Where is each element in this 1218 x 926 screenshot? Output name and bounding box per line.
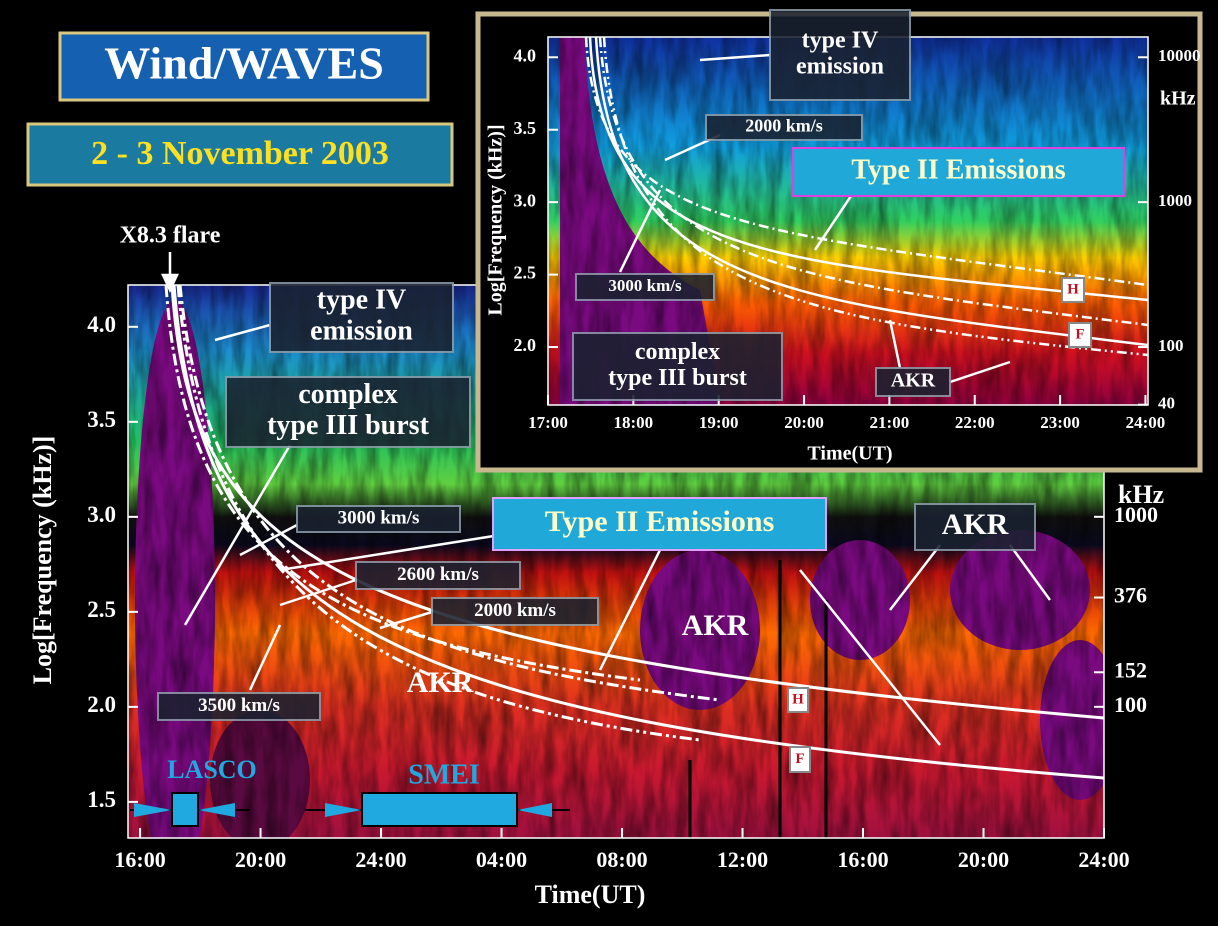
x-tick-label: 17:00: [528, 413, 568, 432]
x-tick-label: 23:00: [1040, 413, 1080, 432]
y-tick-label: 2.5: [514, 263, 537, 283]
x-tick-label: 24:00: [1126, 413, 1166, 432]
annotation: H: [792, 691, 804, 707]
y2-tick-label: 100: [1114, 692, 1147, 717]
annotation-box: [914, 503, 1036, 551]
annotation: type IV: [317, 285, 406, 316]
annotation-box: [492, 497, 827, 551]
x-tick-label: 24:00: [1078, 847, 1129, 872]
annotation: AKR: [942, 508, 1009, 541]
annotation: complex: [298, 379, 398, 410]
annotation: type III burst: [267, 410, 429, 441]
main-arrows: [161, 252, 1052, 746]
figure-title: Wind/WAVES: [104, 38, 384, 89]
y-tick-label: 4.0: [87, 312, 116, 337]
annotation: AKR: [891, 370, 936, 392]
y-tick-label: 3.0: [514, 190, 537, 210]
x-axis-label: Time(UT): [535, 880, 646, 909]
x-tick-label: 16:00: [114, 847, 165, 872]
x-tick-label: 20:00: [235, 847, 286, 872]
annotation-box: [575, 273, 715, 301]
y2-tick-label: 152: [1114, 657, 1147, 682]
annotation: H: [1067, 281, 1079, 297]
y-axis-label: Log[Frequency (kHz)]: [28, 436, 57, 685]
observation-windows: [130, 792, 570, 827]
y2-tick-label: 1000: [1158, 191, 1192, 210]
annotation-box: [792, 147, 1125, 197]
y2-tick-label: 376: [1114, 583, 1147, 608]
annotation: 3500 km/s: [198, 695, 280, 716]
y-tick-label: 2.0: [514, 335, 537, 355]
x-tick-label: 24:00: [355, 847, 406, 872]
x-tick-label: 18:00: [614, 413, 654, 432]
annotation-box: [572, 332, 783, 401]
annotation: emission: [310, 315, 413, 346]
annotation: SMEI: [408, 759, 480, 790]
y2-tick-label: 40: [1158, 394, 1175, 413]
annotation: type IV: [802, 27, 879, 53]
x-tick-label: 20:00: [784, 413, 824, 432]
y2-axis-label: kHz: [1160, 88, 1196, 110]
annotation-box: [1061, 277, 1085, 303]
annotation: complex: [635, 339, 720, 365]
annotation-box: [355, 561, 521, 590]
annotation-box: [769, 9, 911, 101]
x-axis-label: Time(UT): [807, 443, 892, 465]
annotation: emission: [796, 54, 884, 80]
annotation: 3000 km/s: [608, 276, 682, 295]
annotation: 3000 km/s: [338, 507, 420, 528]
y-tick-label: 3.0: [87, 502, 116, 527]
y2-tick-label: 1000: [1114, 502, 1158, 527]
y-tick-label: 2.5: [87, 597, 116, 622]
x-tick-label: 08:00: [596, 847, 647, 872]
annotation: AKR: [682, 609, 749, 642]
annotation: AKR: [407, 666, 474, 699]
annotation-box: [1068, 322, 1092, 348]
y2-tick-label: 10000: [1158, 46, 1201, 65]
annotation-box: [269, 282, 454, 353]
annotation-box: [157, 692, 321, 721]
x-tick-label: 20:00: [958, 847, 1009, 872]
y2-tick-label: 100: [1158, 336, 1184, 355]
y2-axis-label: kHz: [1118, 480, 1164, 509]
annotation-box: [296, 505, 461, 533]
y-tick-label: 3.5: [514, 118, 537, 138]
header: Wind/WAVES 2 - 3 November 2003: [26, 31, 454, 187]
annotation-box: [705, 114, 863, 141]
annotation: type III burst: [608, 365, 747, 391]
figure-date: 2 - 3 November 2003: [91, 135, 389, 172]
annotation-box: [875, 367, 951, 397]
annotation: F: [1075, 326, 1084, 342]
annotation: LASCO: [167, 755, 257, 784]
y-tick-label: 1.5: [87, 787, 116, 812]
x-tick-label: 16:00: [837, 847, 888, 872]
annotation: Type II Emissions: [545, 505, 775, 538]
y-tick-label: 3.5: [87, 407, 116, 432]
y-tick-label: 4.0: [514, 45, 537, 65]
x-tick-label: 19:00: [699, 413, 739, 432]
x-tick-label: 04:00: [476, 847, 527, 872]
y-tick-label: 2.0: [87, 692, 116, 717]
annotation: 2600 km/s: [397, 564, 479, 585]
y-axis-label: Log[Frequency (kHz)]: [485, 124, 507, 315]
annotation: X8.3 flare: [120, 223, 221, 249]
x-tick-label: 12:00: [717, 847, 768, 872]
annotation-box: [789, 746, 811, 773]
annotation-box: [225, 376, 471, 448]
annotation: Type II Emissions: [851, 154, 1065, 185]
annotation-box: [787, 687, 809, 713]
x-tick-label: 22:00: [955, 413, 995, 432]
annotation: 2000 km/s: [474, 600, 556, 621]
annotation-box: [431, 597, 599, 626]
x-tick-label: 21:00: [870, 413, 910, 432]
annotation: F: [795, 751, 804, 767]
annotation: 2000 km/s: [745, 116, 823, 136]
